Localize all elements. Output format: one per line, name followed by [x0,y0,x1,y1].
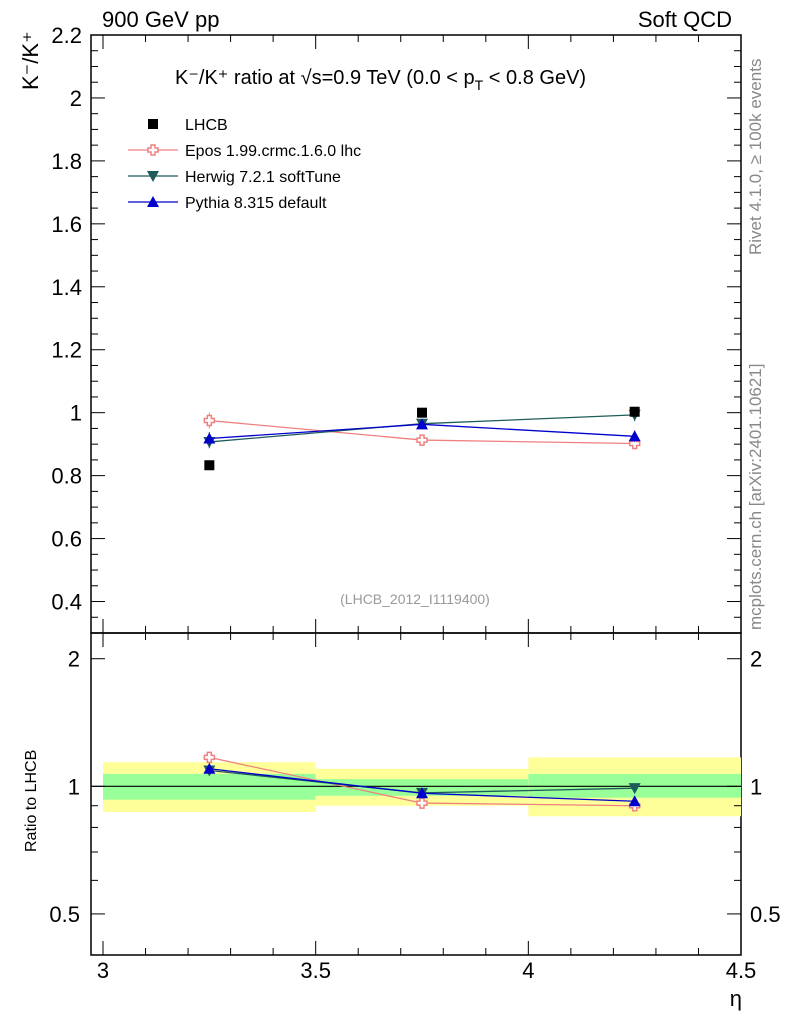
legend: LHCB Epos 1.99.crmc.1.6.0 lhc Herwig 7.2.1… [128,117,361,212]
x-axis-title: η [730,986,742,1011]
legend-marker [148,119,158,129]
legend-label: Herwig 7.2.1 softTune [185,169,341,186]
ratio-point [628,795,641,807]
data-point [417,407,427,418]
chart-title-sub: T [475,77,484,93]
x-tick-label: 4.5 [726,958,757,983]
ratio-y-tick-label-right: 2 [750,647,762,672]
chart-title: K⁻/K⁺ ratio at √s=0.9 TeV (0.0 < pT < 0.… [175,67,586,93]
y-tick-label: 0.8 [51,464,82,489]
y-tick-label: 1.4 [51,275,82,300]
chart-title-tail: < 0.8 GeV) [483,67,586,89]
series-point [203,432,216,444]
ratio-point [416,797,428,809]
y-tick-label: 1.2 [51,338,82,363]
reference-label: (LHCB_2012_I1119400) [340,591,490,607]
ratio-y-axis-title: Ratio to LHCB [23,750,40,852]
ratio-panel: 3 3.5 4 4.5 0.5 0.5 1 1 2 2 [49,632,781,983]
x-tick-label: 3 [97,958,109,983]
y-tick-label: 1.8 [51,149,82,174]
x-tick-label: 3.5 [300,958,331,983]
data-point [629,406,640,417]
header-right: Soft QCD [638,7,732,32]
ratio-y-tick-label-right: 0.5 [750,902,781,927]
ratio-y-tick-label: 0.5 [49,902,80,927]
ratio-point [628,783,641,795]
ratio-point [203,751,216,764]
y-axis-title: K⁻/K⁺ [18,31,43,90]
ratio-y-tick-label-right: 1 [750,774,762,799]
chart-title-main: K⁻/K⁺ ratio at √s=0.9 TeV (0.0 < p [175,67,475,89]
y-tick-label: 1.6 [51,212,82,237]
side-text-lower: mcplots.cern.ch [arXiv:2401.10621] [746,364,765,630]
y-tick-label: 0.4 [51,590,82,615]
y-tick-label: 1 [70,401,82,426]
legend-label: Epos 1.99.crmc.1.6.0 lhc [185,143,361,160]
y-tick-label: 2 [70,86,82,111]
series-point [628,430,641,442]
legend-marker [147,196,159,207]
side-text-upper: Rivet 4.1.0, ≥ 100k events [746,59,765,255]
header-left: 900 GeV pp [102,7,219,32]
series-point [416,418,428,430]
ratio-y-tick-label: 1 [68,774,80,799]
ratio-y-tick-label: 2 [68,647,80,672]
ratio-point [203,762,216,774]
y-tick-label: 2.2 [51,23,82,48]
series-point [628,437,641,450]
series-point [416,434,428,446]
legend-marker [147,144,159,156]
ratio-point [416,787,428,799]
legend-label: LHCB [185,117,228,134]
legend-marker [147,171,159,182]
series-point [203,414,216,427]
data-point [204,460,215,471]
x-tick-label: 4 [522,958,534,983]
y-tick-label: 0.6 [51,527,82,552]
main-panel: 0.4 0.6 0.8 1 1.2 1.4 1.6 1.8 2 2.2 [51,23,742,634]
legend-label: Pythia 8.315 default [185,195,327,212]
